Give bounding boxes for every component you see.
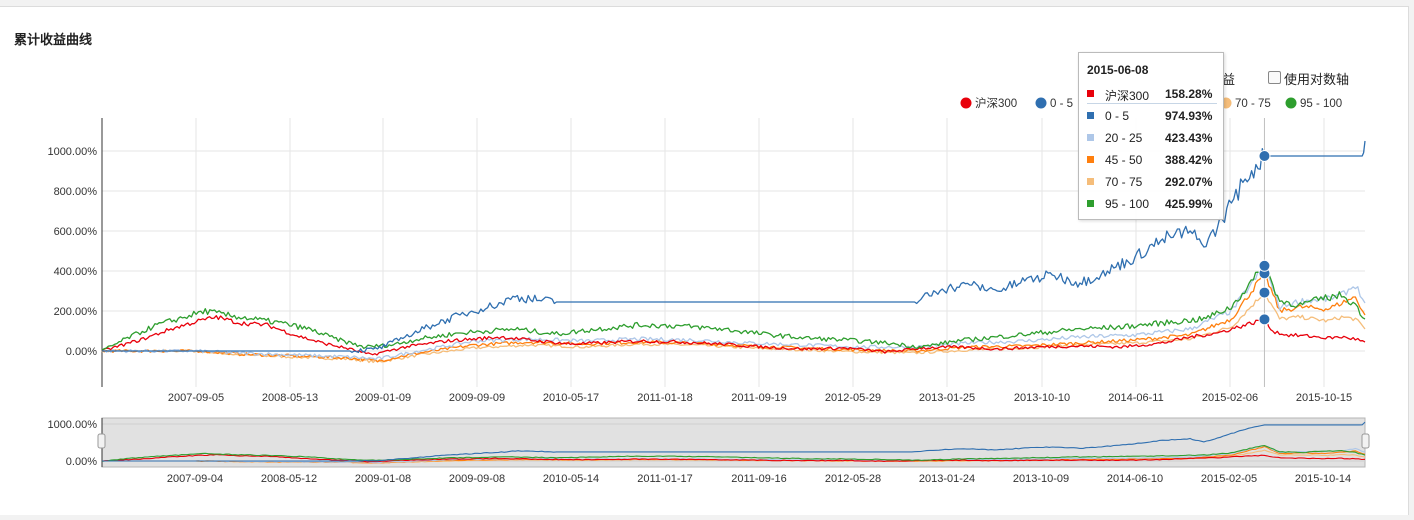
- x-tick-label: 2015-10-15: [1296, 392, 1352, 404]
- legend: 沪深300 0 - 5 70 - 75 95 - 100: [960, 96, 1342, 110]
- x-tick-label: 2011-01-18: [637, 392, 692, 404]
- y-tick-label: 600.00%: [54, 226, 98, 238]
- tooltip-row: 95 - 100 425.99%: [1087, 195, 1219, 213]
- tooltip-swatch: [1087, 200, 1094, 207]
- tooltip-value: 158.28%: [1165, 87, 1213, 101]
- tooltip-row: 70 - 75 292.07%: [1087, 173, 1219, 191]
- series-line-0-5: [102, 140, 1366, 354]
- tooltip-row: 沪深300 158.28%: [1087, 85, 1219, 103]
- navigator-x-tick-label: 2009-01-08: [355, 473, 411, 485]
- tooltip-value: 292.07%: [1165, 175, 1213, 189]
- x-tick-label: 2009-01-09: [355, 392, 411, 404]
- navigator-handle-left[interactable]: [97, 433, 106, 449]
- x-tick-label: 2011-09-19: [731, 392, 786, 404]
- legend-marker: [960, 97, 972, 109]
- navigator-x-tick-label: 2011-09-16: [731, 473, 786, 485]
- x-tick-label: 2010-05-17: [543, 392, 599, 404]
- partially-hidden-text: 益: [1222, 72, 1236, 87]
- series-marker: [1258, 150, 1271, 163]
- tooltip-value: 974.93%: [1165, 109, 1213, 123]
- navigator-x-tick-label: 2010-05-14: [543, 473, 599, 485]
- tooltip-date: 2015-06-08: [1087, 63, 1149, 77]
- navigator-series-line: [101, 453, 1366, 463]
- tooltip-swatch: [1087, 134, 1094, 141]
- tooltip-series-name: 20 - 25: [1105, 131, 1143, 145]
- tooltip-swatch: [1087, 178, 1094, 185]
- tooltip-series-name: 95 - 100: [1105, 197, 1150, 211]
- y-tick-label: 400.00%: [54, 266, 98, 278]
- legend-marker: [1035, 97, 1047, 109]
- series-line-沪深300: [101, 315, 1366, 356]
- series-marker: [1258, 313, 1271, 326]
- legend-label: 沪深300: [975, 96, 1017, 110]
- log-axis-toggle[interactable]: 使用对数轴: [1268, 69, 1388, 87]
- tooltip-value: 425.99%: [1165, 197, 1213, 211]
- log-axis-checkbox[interactable]: [1268, 71, 1281, 84]
- navigator-x-tick-label: 2013-10-09: [1013, 473, 1069, 485]
- navigator: 1000.00% 0.00% 2007-09-04 2008-05-12 2009-01…: [47, 417, 1370, 485]
- y-tick-label: 1000.00%: [47, 146, 97, 158]
- navigator-y-tick-label: 0.00%: [66, 456, 97, 468]
- x-tick-label: 2014-06-11: [1108, 392, 1163, 404]
- legend-label: 95 - 100: [1300, 98, 1342, 110]
- navigator-x-tick-label: 2014-06-10: [1107, 473, 1163, 485]
- series-line-70-75: [101, 293, 1366, 364]
- navigator-x-tick-label: 2008-05-12: [261, 473, 317, 485]
- x-tick-label: 2013-01-25: [919, 392, 975, 404]
- navigator-y-tick-label: 1000.00%: [47, 419, 97, 431]
- tooltip-value: 388.42%: [1165, 153, 1213, 167]
- tooltip-swatch: [1087, 156, 1094, 163]
- tooltip-swatch: [1087, 112, 1094, 119]
- tooltip-series-name: 0 - 5: [1105, 109, 1130, 123]
- legend-marker: [1285, 97, 1297, 109]
- series-line-95-100: [101, 264, 1366, 351]
- tooltip-markers: [1258, 150, 1271, 326]
- tooltip-swatch: [1087, 90, 1094, 97]
- navigator-x-tick-label: 2013-01-24: [919, 473, 975, 485]
- navigator-series-line: [102, 421, 1366, 462]
- panel-title: 累计收益曲线: [14, 33, 93, 48]
- navigator-x-tick-label: 2011-01-17: [637, 473, 692, 485]
- main-series: [101, 140, 1366, 364]
- navigator-handle-right[interactable]: [1361, 433, 1370, 449]
- navigator-x-tick-label: 2015-02-05: [1201, 473, 1257, 485]
- legend-label: 70 - 75: [1235, 98, 1271, 110]
- navigator-x-tick-label: 2007-09-04: [167, 473, 223, 485]
- tooltip-row: 0 - 5 974.93%: [1087, 107, 1219, 125]
- tooltip: 2015-06-08 沪深300 158.28% 0 - 5 974.93% 20 - …: [1078, 52, 1224, 220]
- y-tick-label: 200.00%: [54, 306, 98, 318]
- tooltip-value: 423.43%: [1165, 131, 1213, 145]
- navigator-x-tick-label: 2012-05-28: [825, 473, 881, 485]
- legend-label: 0 - 5: [1050, 98, 1073, 110]
- navigator-x-tick-label: 2009-09-08: [449, 473, 505, 485]
- tooltip-row: 45 - 50 388.42%: [1087, 151, 1219, 169]
- y-tick-label: 800.00%: [54, 186, 98, 198]
- x-tick-label: 2013-10-10: [1014, 392, 1070, 404]
- tooltip-series-name: 45 - 50: [1105, 153, 1143, 167]
- navigator-series-line: [101, 445, 1366, 462]
- navigator-x-tick-label: 2015-10-14: [1295, 473, 1351, 485]
- x-tick-label: 2008-05-13: [262, 392, 318, 404]
- series-marker: [1258, 286, 1271, 299]
- tooltip-separator: [1087, 103, 1217, 104]
- log-axis-label: 使用对数轴: [1284, 72, 1350, 87]
- main-axes: 0.00% 200.00% 400.00% 600.00% 800.00% 1000.00…: [47, 118, 1352, 404]
- x-tick-label: 2012-05-29: [825, 392, 881, 404]
- y-tick-label: 0.00%: [66, 346, 97, 358]
- tooltip-series-name: 沪深300: [1105, 89, 1150, 103]
- tooltip-row: 20 - 25 423.43%: [1087, 129, 1219, 147]
- x-tick-label: 2015-02-06: [1202, 392, 1258, 404]
- tooltip-series-name: 70 - 75: [1105, 175, 1143, 189]
- series-marker: [1258, 259, 1271, 272]
- x-tick-label: 2007-09-05: [168, 392, 224, 404]
- x-tick-label: 2009-09-09: [449, 392, 505, 404]
